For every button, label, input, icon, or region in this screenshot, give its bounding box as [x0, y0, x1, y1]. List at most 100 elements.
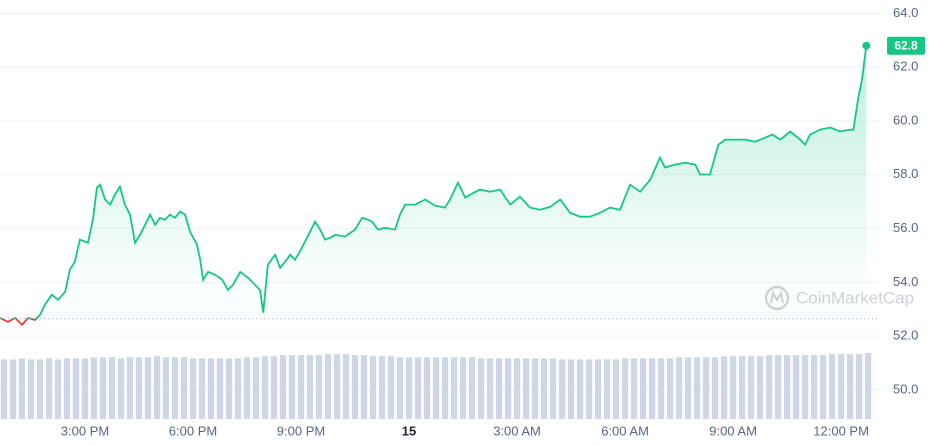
volume-bar [567, 359, 575, 419]
x-tick-label: 9:00 PM [277, 423, 325, 438]
volume-bar [315, 355, 323, 419]
volume-bar [396, 357, 404, 419]
volume-bar [666, 358, 674, 419]
volume-bars [0, 353, 872, 419]
area-fill [0, 45, 867, 319]
volume-bar [711, 357, 719, 419]
volume-bar [630, 358, 638, 419]
x-tick-label: 6:00 PM [169, 423, 217, 438]
volume-bar [198, 358, 206, 419]
volume-bar [828, 354, 836, 419]
volume-bar [72, 358, 80, 419]
volume-bar [252, 357, 260, 419]
volume-bar [468, 357, 476, 419]
volume-bar [9, 359, 17, 419]
volume-bar [297, 355, 305, 419]
volume-bar [414, 357, 422, 419]
volume-bar [216, 358, 224, 419]
volume-bar [0, 359, 8, 419]
volume-bar [342, 354, 350, 419]
volume-bar [747, 356, 755, 419]
x-tick-label: 3:00 AM [493, 423, 541, 438]
watermark-text: CoinMarketCap [796, 288, 914, 307]
volume-bar [801, 355, 809, 419]
volume-bar [351, 355, 359, 419]
volume-bar [432, 357, 440, 419]
y-tick-label: 54.0 [893, 274, 918, 289]
volume-bar [855, 354, 863, 419]
volume-bar [693, 357, 701, 419]
volume-bar [603, 359, 611, 419]
volume-bar [387, 356, 395, 419]
x-tick-label: 12:00 PM [813, 423, 869, 438]
axes: 50.0 52.0 54.0 56.0 58.0 60.0 62.0 64.0 3:00 PM 6… [61, 5, 925, 438]
volume-bar [63, 358, 71, 419]
volume-bar [405, 357, 413, 419]
volume-bar [225, 358, 233, 419]
y-tick-label: 58.0 [893, 166, 918, 181]
watermark-icon [764, 285, 790, 311]
volume-bar [450, 357, 458, 419]
volume-bar [504, 358, 512, 419]
y-tick-label: 64.0 [893, 5, 918, 20]
volume-bar [513, 358, 521, 419]
volume-bar [288, 355, 296, 419]
volume-bar [270, 356, 278, 419]
volume-bar [306, 355, 314, 419]
volume-bar [324, 354, 332, 419]
volume-bar [549, 358, 557, 419]
volume-bar [126, 357, 134, 419]
volume-bar [657, 358, 665, 419]
volume-bar [180, 357, 188, 419]
volume-bar [243, 357, 251, 419]
volume-bar [90, 357, 98, 419]
volume-bar [684, 357, 692, 419]
y-tick-label: 60.0 [893, 112, 918, 127]
volume-bar [153, 356, 161, 419]
volume-bar [108, 357, 116, 419]
x-tick-label: 9:00 AM [709, 423, 757, 438]
volume-bar [540, 358, 548, 419]
price-badge-label: 62.8 [894, 38, 918, 52]
volume-bar [486, 358, 494, 419]
volume-bar [36, 359, 44, 419]
volume-bar [18, 358, 26, 419]
volume-bar [378, 356, 386, 419]
volume-bar [333, 354, 341, 419]
x-tick-label: 3:00 PM [61, 423, 109, 438]
volume-bar [279, 355, 287, 419]
volume-bar [459, 357, 467, 419]
plot [0, 41, 880, 327]
y-tick-label: 62.0 [893, 59, 918, 74]
volume-bar [864, 353, 872, 419]
x-tick-label: 6:00 AM [601, 423, 649, 438]
volume-bar [522, 358, 530, 419]
volume-bar [783, 355, 791, 419]
volume-bar [189, 358, 197, 419]
volume-bar [207, 358, 215, 419]
volume-bar [621, 358, 629, 419]
volume-bar [675, 357, 683, 419]
volume-bar [756, 356, 764, 419]
volume-bar [495, 358, 503, 419]
last-point [862, 41, 871, 50]
volume-bar [261, 356, 269, 419]
volume-bar [648, 358, 656, 419]
volume-bar [441, 357, 449, 419]
volume-bar [765, 355, 773, 419]
watermark-icon-m [770, 290, 784, 304]
volume-bar [144, 357, 152, 419]
volume-bar [135, 357, 143, 419]
volume-bar [477, 358, 485, 419]
volume-bar [738, 356, 746, 419]
volume-bar [774, 355, 782, 419]
volume-bar [612, 359, 620, 419]
volume-bar [576, 359, 584, 419]
y-tick-label: 52.0 [893, 328, 918, 343]
volume-bar [846, 354, 854, 419]
y-tick-label: 56.0 [893, 220, 918, 235]
volume-bar [585, 359, 593, 419]
volume-bar [171, 357, 179, 419]
volume-bar [810, 355, 818, 419]
volume-bar [234, 358, 242, 419]
